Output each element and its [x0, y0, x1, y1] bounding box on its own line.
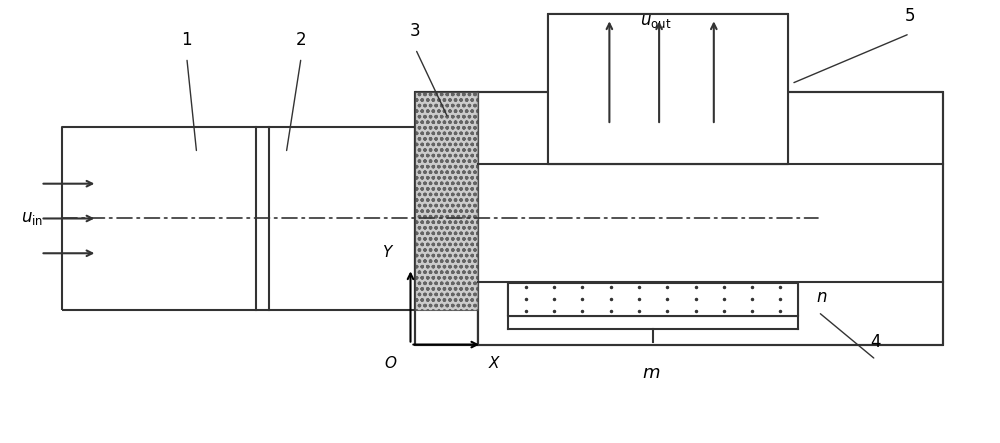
Bar	[415, 93, 478, 310]
Text: 2: 2	[296, 31, 306, 49]
Text: $u_\mathrm{out}$: $u_\mathrm{out}$	[640, 12, 672, 30]
Text: 3: 3	[410, 22, 421, 40]
Text: $X$: $X$	[488, 355, 502, 371]
Text: 1: 1	[181, 31, 192, 49]
Text: $Y$: $Y$	[382, 244, 395, 260]
Text: $n$: $n$	[816, 288, 828, 306]
Text: 5: 5	[904, 7, 915, 25]
Bar	[415, 93, 478, 345]
Bar	[478, 93, 943, 345]
Bar	[508, 283, 798, 316]
Text: $m$: $m$	[642, 364, 660, 382]
Bar	[548, 14, 788, 164]
Text: $u_\mathrm{in}$: $u_\mathrm{in}$	[21, 210, 43, 227]
Text: 4: 4	[871, 333, 881, 351]
Text: $O$: $O$	[384, 355, 397, 371]
